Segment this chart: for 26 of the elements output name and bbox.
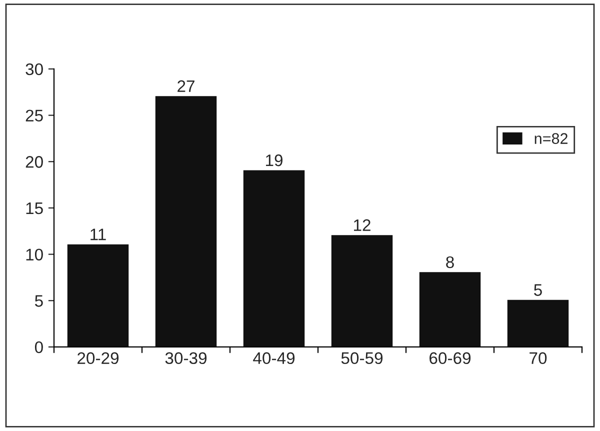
x-tick-label: 30-39 — [165, 352, 207, 364]
data-label: 5 — [534, 284, 542, 296]
y-tick-label: 25 — [26, 110, 43, 122]
data-label: 19 — [266, 154, 282, 166]
data-label: 12 — [354, 219, 370, 231]
x-tick-label: 70 — [530, 352, 547, 364]
x-tick-label: 20-29 — [78, 352, 119, 364]
y-tick-label: 0 — [34, 341, 43, 354]
y-tick-label: 5 — [34, 295, 43, 307]
y-tick-label: 10 — [26, 248, 43, 260]
x-tick-label: 50-59 — [341, 352, 383, 364]
bar — [507, 300, 569, 347]
legend-label: n=82 — [534, 133, 568, 144]
y-tick-label: 30 — [26, 63, 43, 76]
bar — [331, 235, 393, 347]
bar — [155, 96, 217, 347]
y-tick-label: 20 — [26, 156, 43, 168]
bar — [243, 170, 305, 347]
data-label: 11 — [90, 228, 106, 240]
x-tick-label: 40-49 — [253, 352, 295, 364]
data-label: 8 — [446, 256, 454, 268]
x-tick-label: 60-69 — [430, 352, 471, 364]
bar — [419, 272, 481, 347]
bar — [67, 244, 129, 347]
data-label: 27 — [178, 80, 194, 92]
y-tick-label: 15 — [26, 202, 43, 214]
